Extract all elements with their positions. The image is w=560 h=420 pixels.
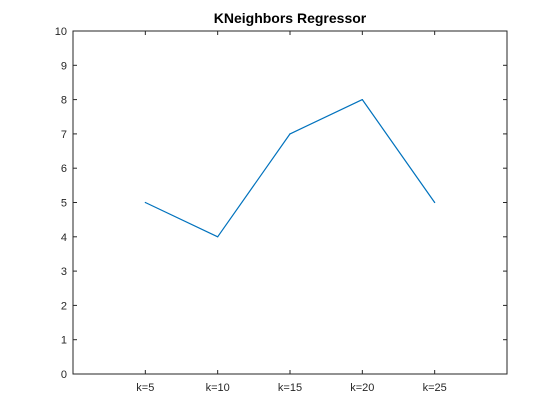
x-tick-label: k=10	[206, 382, 230, 394]
data-point	[217, 236, 219, 238]
data-point	[434, 201, 436, 204]
y-tick-label: 10	[55, 26, 67, 38]
y-tick-label: 2	[61, 300, 67, 312]
tick-marks	[73, 30, 507, 375]
x-tick-label: k=20	[350, 382, 374, 394]
y-tick-label: 5	[61, 198, 67, 210]
y-tick-label: 1	[61, 335, 67, 347]
chart-title: KNeighbors Regressor	[214, 10, 367, 26]
data-point	[361, 99, 363, 101]
y-tick-label: 4	[61, 232, 67, 244]
y-tick-label: 6	[61, 163, 67, 175]
series-layer	[144, 98, 436, 238]
plot-area	[72, 30, 508, 375]
y-tick-labels: 0 1 2 3 4 5 6 7 8 9 10	[55, 26, 67, 381]
y-tick-label: 3	[61, 266, 67, 278]
y-tick-label: 0	[61, 369, 67, 381]
x-tick-labels: k=5 k=10 k=15 k=20 k=25	[136, 382, 446, 394]
data-point	[289, 133, 291, 135]
y-tick-label: 8	[61, 95, 67, 107]
y-tick-label: 9	[61, 60, 67, 72]
x-tick-label: k=5	[136, 382, 154, 394]
y-tick-label: 7	[61, 129, 67, 141]
x-tick-label: k=15	[278, 382, 302, 394]
x-tick-label: k=25	[423, 382, 447, 394]
data-point	[144, 201, 146, 204]
